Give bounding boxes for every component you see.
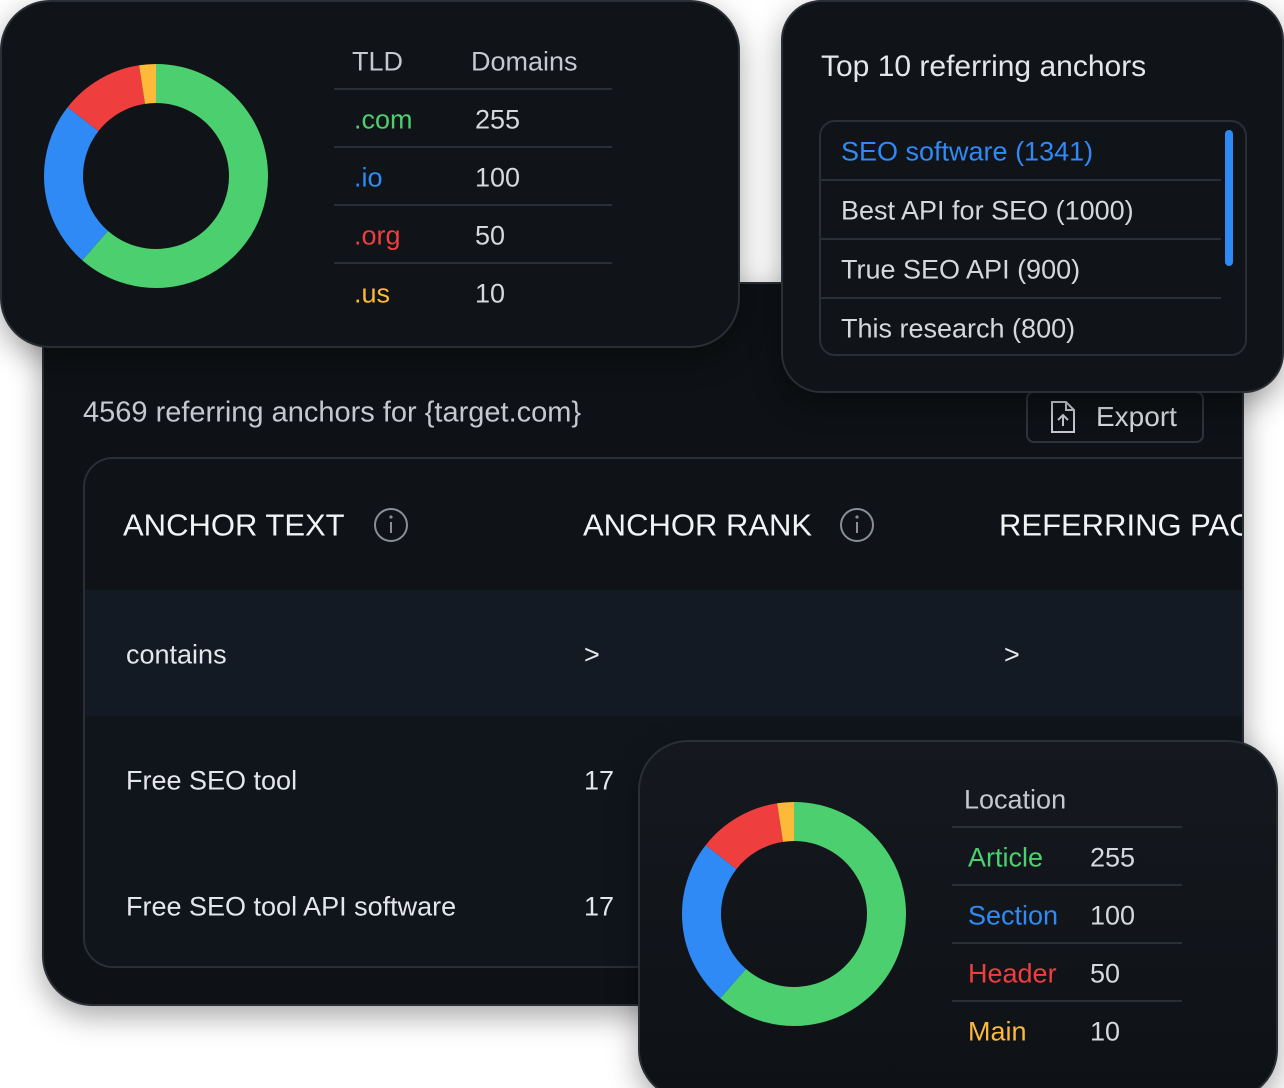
info-icon[interactable] (373, 507, 409, 543)
anchor-item[interactable]: Best API for SEO (1000) (841, 195, 1134, 226)
anchor-list: SEO software (1341) Best API for SEO (100… (819, 120, 1247, 356)
anchor-item[interactable]: This research (800) (841, 313, 1076, 344)
main-title: 4569 referring anchors for {target.com} (83, 396, 582, 429)
donut-segment (139, 64, 157, 104)
tld-label: .com (354, 104, 413, 135)
divider (952, 884, 1182, 886)
donut-segment (67, 65, 146, 132)
location-label: Main (968, 1016, 1027, 1047)
divider (334, 204, 612, 206)
anchor-item[interactable]: SEO software (1341) (841, 136, 1094, 167)
tld-value: 255 (475, 104, 521, 135)
tld-value: 10 (475, 278, 506, 309)
table-header: Domains (471, 46, 578, 77)
tld-label: .us (354, 278, 391, 309)
table-header: TLD (352, 46, 404, 77)
divider (952, 942, 1182, 944)
divider (334, 262, 612, 264)
location-value: 10 (1090, 1016, 1121, 1047)
scrollbar[interactable] (1225, 130, 1233, 266)
anchor-rank: 17 (584, 765, 615, 796)
table-header: Location (964, 784, 1067, 815)
divider (952, 826, 1182, 828)
donut-segment (44, 107, 109, 261)
donut-segment (777, 802, 795, 842)
location-label: Article (968, 842, 1044, 873)
tld-value: 100 (475, 162, 521, 193)
divider (334, 146, 612, 148)
export-icon (1051, 401, 1075, 433)
donut-segment (682, 845, 747, 999)
column-header: ANCHOR RANK (583, 507, 813, 543)
anchor-text: Free SEO tool API software (126, 891, 457, 922)
location-label: Section (968, 900, 1059, 931)
location-value: 255 (1090, 842, 1136, 873)
tld-donut (44, 64, 268, 288)
filter-cell[interactable]: > (1004, 639, 1020, 670)
location-donut (682, 802, 906, 1026)
divider (334, 88, 612, 90)
divider (952, 1000, 1182, 1002)
info-icon[interactable] (839, 507, 875, 543)
location-value: 50 (1090, 958, 1121, 989)
filter-cell[interactable]: > (584, 639, 600, 670)
location-card: Location Article 255 Section 100 Header 50 Mai… (638, 740, 1278, 1088)
export-button[interactable]: Export (1026, 391, 1204, 443)
filter-cell[interactable]: contains (126, 639, 227, 670)
column-header: REFERRING PAG (999, 507, 1244, 543)
export-label: Export (1096, 401, 1177, 432)
tld-label: .io (354, 162, 383, 193)
location-value: 100 (1090, 900, 1136, 931)
anchor-rank: 17 (584, 891, 615, 922)
card-title: Top 10 referring anchors (821, 50, 1147, 83)
divider (821, 238, 1221, 240)
divider (821, 297, 1221, 299)
divider (821, 179, 1221, 181)
donut-segment (82, 64, 268, 288)
tld-card: TLD Domains .com 255 .io 100 .org 50 .us 10 (0, 0, 740, 348)
tld-label: .org (354, 220, 401, 251)
tld-value: 50 (475, 220, 506, 251)
donut-segment (705, 803, 784, 870)
anchor-item[interactable]: True SEO API (900) (841, 254, 1081, 285)
anchor-text: Free SEO tool (126, 765, 298, 796)
donut-segment (720, 802, 906, 1026)
filter-row (85, 590, 1242, 716)
column-header: ANCHOR TEXT (123, 507, 345, 543)
location-label: Header (968, 958, 1057, 989)
anchors-card: Top 10 referring anchors SEO software (1… (781, 0, 1284, 393)
